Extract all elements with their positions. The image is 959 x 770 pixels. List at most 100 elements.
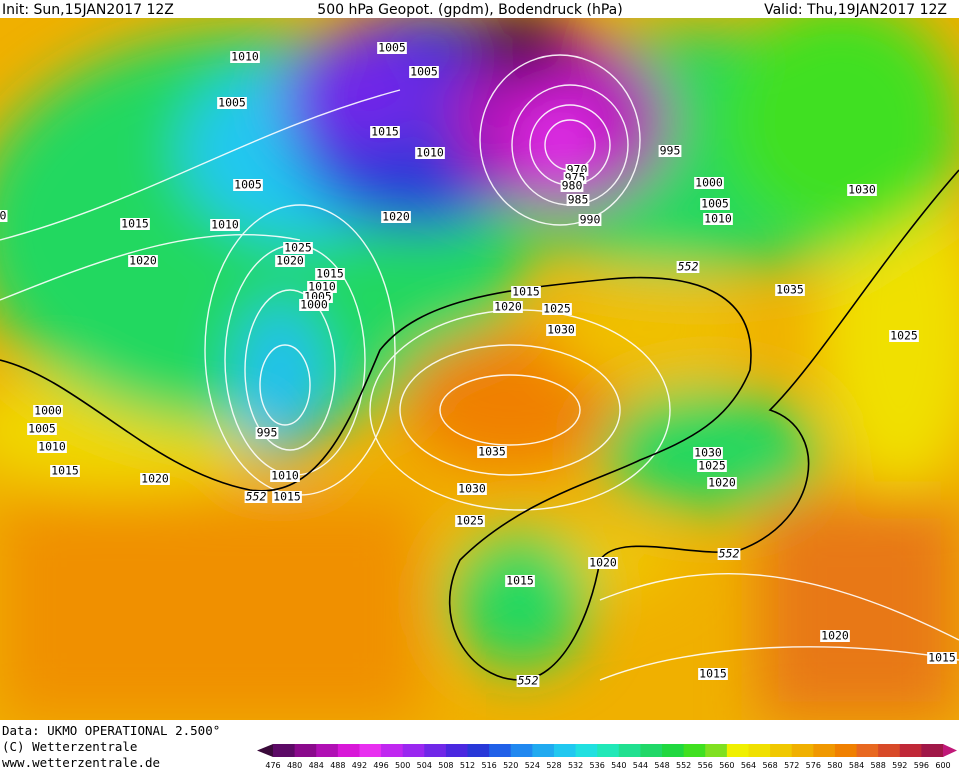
colorbar-cell [899,744,922,757]
label-box [27,423,57,435]
isobar-label: 1015 [51,464,79,478]
colorbar-cell [273,744,296,757]
label-box [299,299,329,311]
colorbar-cell [337,744,360,757]
isobar-label: 552 [518,674,539,688]
colorbar-tick-label: 564 [741,761,756,770]
isobar-label: 1010 [38,440,66,454]
isobar-label: 995 [257,426,278,440]
label-box [775,284,805,296]
colorbar-cell [424,744,447,757]
colorbar-cell [856,744,879,757]
label-box [457,483,487,495]
colorbar-cell [359,744,382,757]
isobar-label: 1005 [701,197,729,211]
colorbar-tick-label: 532 [568,761,583,770]
label-box [255,427,279,439]
colorbar-cell [921,744,944,757]
colorbar-cell [662,744,685,757]
isobar-label: 1015 [371,125,399,139]
label-box [140,473,170,485]
colorbar-tick-label: 580 [827,761,842,770]
colorbar-tick-label: 476 [265,761,280,770]
colorbar-tick-label: 524 [525,761,540,770]
colorbar-cell [618,744,641,757]
label-box [676,261,700,273]
colorbar-tick-label: 488 [330,761,345,770]
colorbar-tick-label: 584 [849,761,864,770]
colorbar-cell [791,744,814,757]
label-box [307,281,337,293]
map-field [0,18,959,720]
colorbar-cell [510,744,533,757]
colorbar-tick-label: 576 [806,761,821,770]
isobar-label: 1020 [141,472,169,486]
colorbar-tick-label: 560 [719,761,734,770]
label-box [546,324,576,336]
isobar-label: 1005 [234,178,262,192]
label-box [694,177,724,189]
colorbar-cell [770,744,793,757]
colorbar-cell [467,744,490,757]
label-box [560,180,584,192]
label-box [0,210,8,222]
label-box [477,446,507,458]
isobar-label: 1000 [34,404,62,418]
colorbar-cell [381,744,404,757]
isobar-label: 990 [580,213,601,227]
isobar-label: 995 [660,144,681,158]
label-box [658,145,682,157]
label-box [700,198,730,210]
label-box [230,51,260,63]
colorbar-cell [683,744,706,757]
label-box [275,255,305,267]
label-box [315,268,345,280]
colorbar-cell [553,744,577,757]
colorbar-tick-label: 544 [633,761,648,770]
label-box [707,477,737,489]
isobar-label: 1020 [821,629,849,643]
label-box [37,441,67,453]
isobar-label: 1025 [698,459,726,473]
colorbar-tick-label: 504 [417,761,432,770]
colorbar-tick-label: 516 [481,761,496,770]
colorbar-cell [575,744,598,757]
map-title: 500 hPa Geopot. (gpdm), Bodendruck (hPa) [317,2,622,18]
isobar-label: 985 [568,193,589,207]
colorbar-tick-label: 536 [590,761,605,770]
isobar-label: 1025 [543,302,571,316]
valid-time: Valid: Thu,19JAN2017 12Z [764,2,947,18]
colorbar-tick-label: 484 [309,761,324,770]
isobar-label: 1030 [848,183,876,197]
colorbar-cell [402,744,425,757]
colorbar-tick-label: 600 [935,761,950,770]
label-box [505,575,535,587]
isobar-label: 1015 [506,574,534,588]
isobar-label: 0 [0,209,7,223]
isobar-label: 552 [678,260,699,274]
label-box [272,491,302,503]
isobar-label: 1005 [28,422,56,436]
label-box [33,405,63,417]
colorbar-cell [640,744,663,757]
copyright: (C) Wetterzentrale [2,739,137,754]
label-box [889,330,919,342]
label-box [927,652,957,664]
label-box [120,218,150,230]
isobar-label: 980 [562,179,583,193]
label-box [370,126,400,138]
isobar-label: 1010 [211,218,239,232]
isobar-label: 1005 [410,65,438,79]
isobar-label: 1035 [478,445,506,459]
isobar-label: 1015 [316,267,344,281]
label-box [511,286,541,298]
isobar-label: 1010 [416,146,444,160]
isobar-label: 1035 [776,283,804,297]
label-box [210,219,240,231]
colorbar-tick-label: 520 [503,761,518,770]
label-box [455,515,485,527]
colorbar-tick-label: 508 [438,761,453,770]
colorbar-tick-label: 552 [676,761,691,770]
colorbar-tick-label: 592 [892,761,907,770]
